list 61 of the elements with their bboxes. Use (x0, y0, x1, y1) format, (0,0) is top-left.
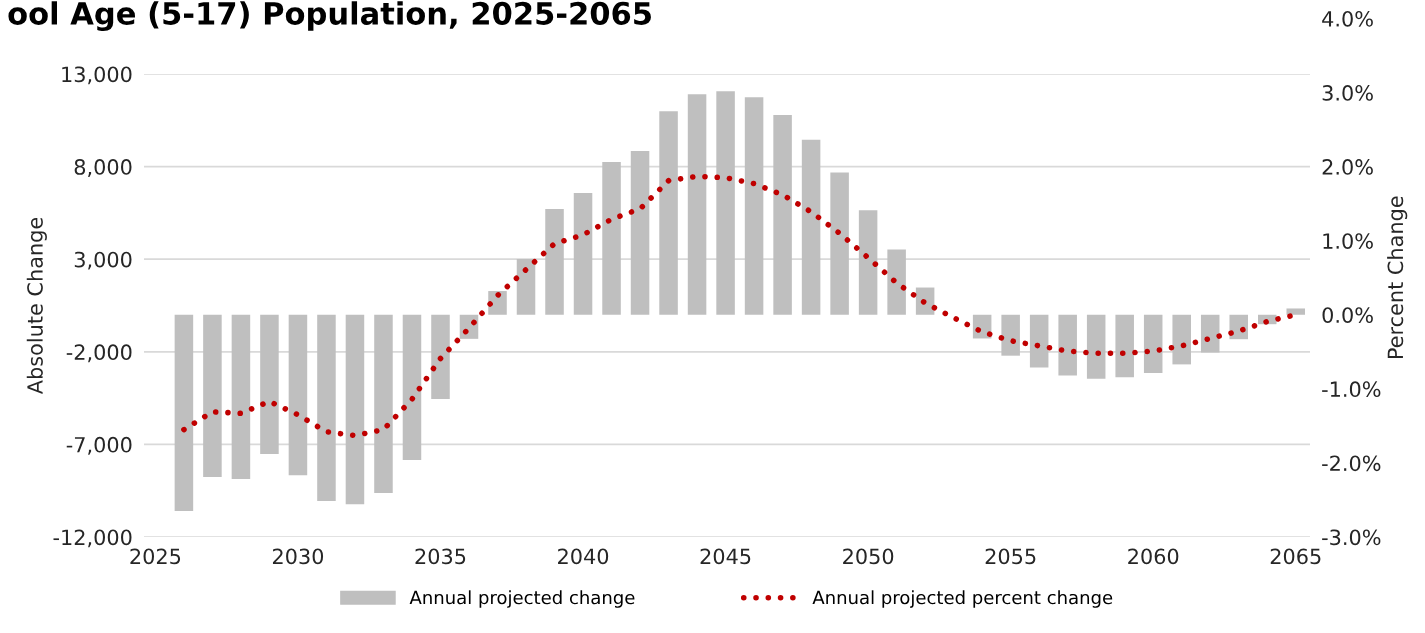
legend-label: Annual projected change (409, 590, 635, 608)
x-tick-label: 2035 (415, 548, 466, 565)
x-tick-label: 2065 (1270, 548, 1321, 565)
bar (801, 139, 821, 315)
y-tick-label: 13,000 (62, 66, 132, 85)
y-tick-label: 8,000 (74, 159, 132, 177)
bar (630, 151, 650, 315)
bar (1029, 314, 1049, 368)
bar (744, 97, 764, 315)
y-axis-title: Absolute Change (26, 217, 47, 395)
bar (858, 210, 878, 315)
bar (402, 314, 422, 460)
y2-tick-label: 1.0% (1323, 233, 1373, 249)
bar (687, 94, 707, 315)
bar (773, 114, 792, 315)
bar (1001, 314, 1020, 356)
y-tick-label: 3,000 (74, 251, 132, 270)
bar (716, 91, 735, 315)
bar (1143, 314, 1163, 374)
x-tick-label: 2060 (1128, 548, 1179, 565)
x-tick-label: 2040 (558, 548, 609, 565)
bar (431, 314, 450, 400)
y-tick-label: -7,000 (66, 436, 132, 455)
bar (1115, 314, 1134, 378)
y2-tick-label: -2.0% (1322, 455, 1381, 472)
bar (203, 314, 222, 477)
x-tick-label: 2030 (272, 548, 324, 565)
x-tick-label: 2025 (130, 548, 181, 565)
bar (288, 314, 308, 476)
bar (231, 314, 251, 480)
x-tick-label: 2050 (843, 548, 894, 565)
y2-tick-label: 3.0% (1322, 85, 1373, 101)
bar (1286, 308, 1306, 315)
y2-tick-label: 4.0% (1322, 10, 1373, 27)
bar (830, 172, 849, 315)
legend-label: Annual projected percent change (812, 590, 1113, 608)
bar (1172, 314, 1191, 365)
chart-title: ool Age (5-17) Population, 2025-2065 (8, 1, 651, 32)
bar (374, 314, 393, 493)
bar (174, 314, 194, 512)
bar (887, 249, 906, 315)
y2-tick-label: 0.0% (1322, 307, 1373, 323)
bar (602, 161, 621, 315)
bar (1058, 314, 1077, 376)
y-tick-label: -2,000 (66, 344, 132, 363)
y2-tick-label: -3.0% (1322, 529, 1381, 546)
y2-tick-label: 2.0% (1322, 159, 1373, 175)
bar (573, 193, 593, 315)
bar (545, 209, 564, 315)
y-tick-label: -12,000 (53, 529, 132, 548)
y2-tick-label: -1.0% (1322, 381, 1381, 398)
x-tick-label: 2045 (700, 548, 751, 565)
bar (1086, 314, 1106, 379)
x-tick-label: 2055 (985, 548, 1036, 565)
bar (516, 259, 536, 315)
bar (317, 314, 336, 502)
bar (260, 314, 279, 455)
y2-axis-title: Percent Change (1387, 196, 1408, 359)
bar (345, 314, 365, 505)
bar (659, 111, 678, 315)
bar (1200, 314, 1220, 353)
